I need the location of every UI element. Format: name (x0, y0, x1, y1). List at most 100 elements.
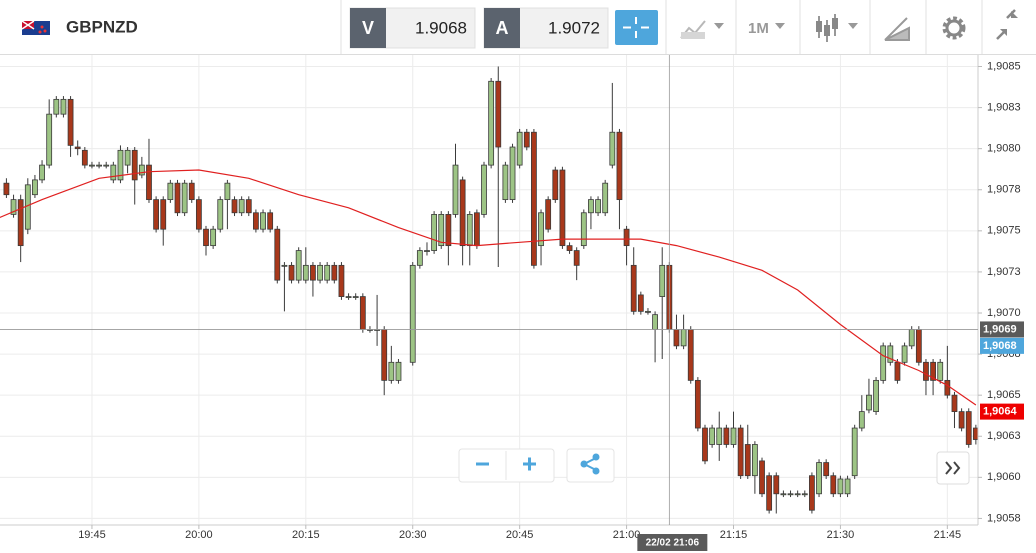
candle-body (89, 164, 95, 167)
candle-body (901, 345, 908, 363)
candle-body (17, 199, 24, 247)
candle-body (167, 182, 174, 201)
candle-body (766, 475, 773, 511)
candle-body (188, 182, 195, 201)
candle-body (623, 228, 630, 247)
candle-body (588, 199, 594, 214)
candle-body (3, 182, 10, 196)
candle-body (359, 296, 366, 330)
candle-body (452, 164, 459, 215)
chart-type-button[interactable] (680, 20, 724, 39)
candle-body (737, 427, 744, 477)
candle-body (395, 361, 402, 381)
candle-body (730, 427, 737, 445)
candle-body (103, 164, 110, 167)
candle-body (894, 361, 901, 381)
candle-body (531, 131, 537, 266)
zoom-buttons (458, 448, 970, 485)
flag-icon (21, 20, 50, 35)
ask-button[interactable]: A 1.9072 (483, 7, 609, 49)
candle-body (794, 493, 801, 496)
candle-body (195, 199, 202, 230)
candle-body (81, 149, 88, 166)
candle-body (516, 131, 523, 166)
candle-body (751, 444, 758, 477)
y-tick-label: 1,9070 (987, 307, 1021, 319)
x-tick-label: 20:00 (185, 529, 213, 541)
crosshair-y-label-bg (980, 321, 1024, 338)
candle-body (416, 250, 423, 266)
candle-body (873, 379, 879, 413)
y-tick-label: 1,9058 (987, 512, 1021, 524)
candle-body (160, 199, 167, 230)
candle-body (146, 164, 152, 201)
candle-body (616, 131, 623, 201)
candle-body (224, 182, 231, 201)
period: 1M (748, 20, 769, 37)
collapse-button[interactable] (996, 9, 1018, 40)
candle-body (295, 250, 302, 281)
candle-body (324, 264, 331, 281)
candle-body (488, 80, 495, 166)
candle-body (580, 212, 587, 247)
axes: 1,9085 1,9083 1,9080 1,9078 1,9075 1,9073 1,90… (0, 55, 1024, 551)
candle-body (787, 493, 794, 496)
candle-body (74, 146, 81, 150)
candle-body (659, 264, 666, 297)
candle-body (652, 314, 658, 330)
candle-body (466, 214, 473, 247)
toolbar: GBPNZD V 1.9068 A 1.9072 1M (0, 0, 1036, 55)
y-tick-label: 1,9085 (987, 60, 1021, 72)
candle-body (60, 98, 67, 115)
candle-body (866, 394, 872, 411)
candle-body (694, 379, 701, 429)
candle-body (424, 250, 430, 252)
candle-body (32, 179, 38, 196)
candle-body (673, 329, 680, 347)
settings-button[interactable] (942, 16, 966, 40)
x-tick-label: 21:30 (827, 529, 855, 541)
candle-body (203, 228, 209, 247)
candle-body (958, 411, 965, 429)
candle-body (231, 199, 238, 214)
candle-body (10, 199, 17, 215)
candle-body (972, 427, 978, 440)
bid-button[interactable]: V 1.9068 (349, 7, 476, 49)
candle-body (431, 214, 438, 251)
candle-body (858, 411, 865, 429)
candle-body (317, 264, 323, 281)
y-tick-label: 1,9083 (987, 101, 1021, 113)
candle-body (944, 379, 951, 396)
candle-body (110, 164, 117, 181)
candle-type-button[interactable] (816, 14, 858, 42)
ask-price: 1.9072 (548, 18, 600, 37)
crosshair-y-label: 1,9069 (983, 323, 1017, 335)
candle-body (937, 361, 944, 381)
candle-body (759, 460, 765, 495)
crosshair-button[interactable] (615, 10, 658, 45)
candle-body (923, 361, 929, 381)
candle-body (445, 214, 452, 247)
draw-button[interactable] (884, 17, 910, 41)
candle-body (117, 149, 124, 181)
candle-body (965, 411, 972, 445)
candle-body (816, 462, 822, 495)
period-button[interactable]: 1M (748, 20, 785, 37)
candle-body (281, 264, 288, 267)
candle-body (253, 212, 259, 230)
y-tick-label: 1,9073 (987, 266, 1021, 278)
x-tick-label: 21:00 (613, 529, 641, 541)
y-tick-label: 1,9065 (987, 389, 1021, 401)
x-tick-label: 21:15 (720, 529, 748, 541)
scroll-right-button[interactable] (936, 451, 970, 485)
candle-body (388, 361, 395, 381)
share-button[interactable] (566, 448, 615, 483)
candle-body (274, 228, 281, 281)
bid-price: 1.9068 (415, 18, 467, 37)
price-label: 1,9064 (983, 406, 1018, 418)
candle-body (67, 98, 74, 146)
candle-body (723, 427, 730, 445)
candle-body (552, 169, 559, 201)
candle-body (801, 493, 808, 496)
zoom-in-button[interactable] (523, 457, 536, 471)
